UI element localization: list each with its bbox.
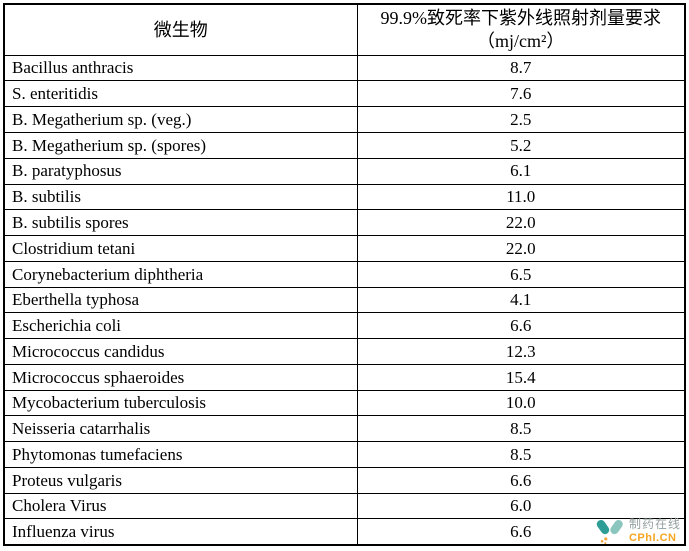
- table-row: Escherichia coli 6.6: [3, 312, 686, 340]
- table-row: B. Megatherium sp. (spores) 5.2: [3, 131, 686, 159]
- table-row: Clostridium tetani 22.0: [3, 235, 686, 262]
- organism-name: Micrococcus candidus: [3, 338, 358, 365]
- table-row: B. subtilis spores 22.0: [3, 209, 686, 237]
- watermark-text: 制药在线 CPhI.CN: [628, 516, 681, 544]
- dose-value: 6.1: [356, 157, 686, 185]
- dose-value: 8.7: [356, 54, 686, 82]
- watermark-brand-url: CPhI.CN: [628, 531, 677, 544]
- organism-name: Corynebacterium diphtheria: [3, 260, 358, 288]
- table-row: Proteus vulgaris 6.6: [3, 466, 686, 494]
- uv-dose-table: 微生物 99.9%致死率下紫外线照射剂量要求 （mj/cm²） Bacillus…: [3, 3, 686, 546]
- organism-name: B. paratyphosus: [3, 157, 358, 185]
- header-organism: 微生物: [3, 3, 358, 56]
- header-dose: 99.9%致死率下紫外线照射剂量要求 （mj/cm²）: [356, 3, 686, 56]
- table-row: Phytomonas tumefaciens 8.5: [3, 441, 686, 468]
- organism-name: Proteus vulgaris: [3, 466, 358, 494]
- organism-name: B. subtilis: [3, 183, 358, 211]
- header-dose-line1: 99.9%致死率下紫外线照射剂量要求: [380, 7, 662, 28]
- organism-name: Micrococcus sphaeroides: [3, 363, 358, 391]
- organism-name: Influenza virus: [3, 518, 358, 546]
- organism-name: B. subtilis spores: [3, 209, 358, 237]
- dose-value: 6.5: [356, 260, 686, 288]
- table-row: Bacillus anthracis 8.7: [3, 54, 686, 82]
- dose-value: 22.0: [356, 235, 686, 262]
- organism-name: Bacillus anthracis: [3, 54, 358, 82]
- organism-name: S. enteritidis: [3, 80, 358, 108]
- organism-name: B. Megatherium sp. (veg.): [3, 106, 358, 133]
- dose-value: 6.6: [356, 312, 686, 340]
- cphi-watermark: 制药在线 CPhI.CN: [596, 517, 681, 545]
- organism-name: Cholera Virus: [3, 492, 358, 520]
- table-row: B. Megatherium sp. (veg.) 2.5: [3, 106, 686, 133]
- table-row: Micrococcus candidus 12.3: [3, 338, 686, 365]
- table-row: B. paratyphosus 6.1: [3, 157, 686, 185]
- table-row: B. subtilis 11.0: [3, 183, 686, 211]
- dose-value: 4.1: [356, 286, 686, 314]
- watermark-brand-cn: 制药在线: [628, 516, 681, 531]
- table-row: Influenza virus 6.6: [3, 518, 686, 546]
- table-row: Neisseria catarrhalis 8.5: [3, 415, 686, 443]
- dose-value: 22.0: [356, 209, 686, 237]
- dose-value: 6.0: [356, 492, 686, 520]
- organism-name: Eberthella typhosa: [3, 286, 358, 314]
- dose-value: 10.0: [356, 389, 686, 417]
- table-row: S. enteritidis 7.6: [3, 80, 686, 108]
- table-row: Eberthella typhosa 4.1: [3, 286, 686, 314]
- dose-value: 12.3: [356, 338, 686, 365]
- dose-value: 2.5: [356, 106, 686, 133]
- table-row: Corynebacterium diphtheria 6.5: [3, 260, 686, 288]
- dose-value: 6.6: [356, 518, 686, 546]
- dose-value: 15.4: [356, 363, 686, 391]
- dose-value: 5.2: [356, 131, 686, 159]
- header-dose-line2: （mj/cm²）: [477, 30, 565, 51]
- table-row: Cholera Virus 6.0: [3, 492, 686, 520]
- organism-name: Phytomonas tumefaciens: [3, 441, 358, 468]
- organism-name: Clostridium tetani: [3, 235, 358, 262]
- table-row: Mycobacterium tuberculosis 10.0: [3, 389, 686, 417]
- organism-name: Mycobacterium tuberculosis: [3, 389, 358, 417]
- organism-name: Neisseria catarrhalis: [3, 415, 358, 443]
- dose-value: 8.5: [356, 441, 686, 468]
- cphi-logo-icon: [596, 517, 624, 545]
- organism-name: B. Megatherium sp. (spores): [3, 131, 358, 159]
- dose-value: 11.0: [356, 183, 686, 211]
- table-row: Micrococcus sphaeroides 15.4: [3, 363, 686, 391]
- dose-value: 8.5: [356, 415, 686, 443]
- dose-value: 7.6: [356, 80, 686, 108]
- organism-name: Escherichia coli: [3, 312, 358, 340]
- dose-value: 6.6: [356, 466, 686, 494]
- table-header-row: 微生物 99.9%致死率下紫外线照射剂量要求 （mj/cm²）: [3, 3, 686, 56]
